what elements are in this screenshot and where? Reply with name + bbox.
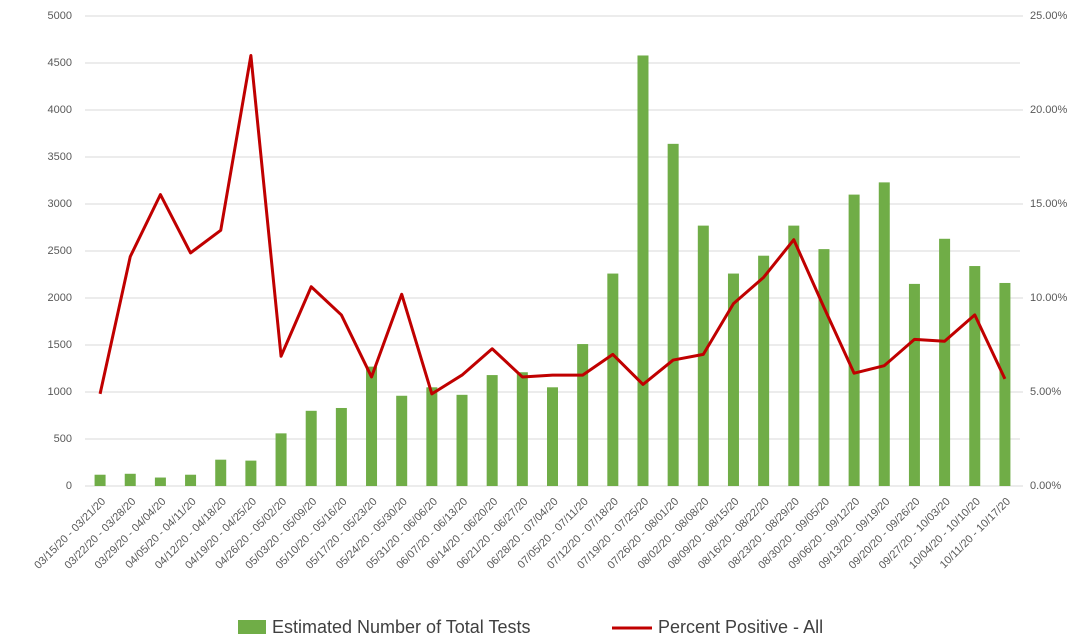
bar — [607, 273, 619, 486]
y-tick-label: 5000 — [48, 10, 72, 22]
bar — [366, 366, 378, 486]
y-tick-label: 0 — [66, 480, 72, 492]
line — [98, 53, 1007, 396]
y-tick-label: 500 — [54, 433, 72, 445]
y-tick-label: 1000 — [48, 386, 72, 398]
bar — [305, 410, 317, 486]
bar — [667, 143, 679, 486]
bar — [547, 387, 558, 486]
legend-label: Estimated Number of Total Tests — [272, 617, 530, 637]
bar — [939, 238, 951, 486]
bar — [215, 459, 227, 486]
y2-tick-label: 0.00% — [1030, 480, 1061, 492]
bar — [94, 474, 106, 486]
y-tick-label: 2500 — [48, 245, 72, 257]
y2-tick-label: 5.00% — [1030, 386, 1061, 398]
bar — [185, 474, 197, 486]
bar — [426, 387, 438, 486]
bar — [908, 283, 920, 486]
bar — [727, 273, 739, 486]
bar — [848, 194, 860, 486]
bar — [396, 395, 408, 486]
bar — [577, 344, 589, 486]
y-tick-label: 4500 — [48, 57, 72, 69]
bar — [758, 255, 770, 486]
y-tick-label: 1500 — [48, 339, 72, 351]
bar — [154, 477, 166, 486]
bar — [275, 433, 287, 486]
bar — [456, 394, 468, 486]
bar — [999, 282, 1011, 486]
y2-tick-label: 15.00% — [1030, 198, 1068, 210]
legend-swatch — [238, 620, 266, 634]
y2-tick-label: 25.00% — [1030, 10, 1068, 22]
y2-tick-label: 10.00% — [1030, 292, 1068, 304]
bar — [486, 375, 498, 486]
bar — [516, 372, 528, 486]
bar — [818, 249, 830, 486]
legend-label: Percent Positive - All — [658, 617, 823, 637]
bar — [878, 182, 890, 486]
y-tick-label: 2000 — [48, 292, 72, 304]
bar — [245, 460, 257, 486]
y2-tick-label: 20.00% — [1030, 104, 1068, 116]
bar — [969, 266, 981, 486]
bar — [788, 225, 800, 486]
y-tick-label: 3500 — [48, 151, 72, 163]
bar — [637, 55, 649, 486]
bar — [124, 473, 136, 486]
y-tick-label: 3000 — [48, 198, 72, 210]
bar — [335, 407, 347, 486]
y-tick-label: 4000 — [48, 104, 72, 116]
